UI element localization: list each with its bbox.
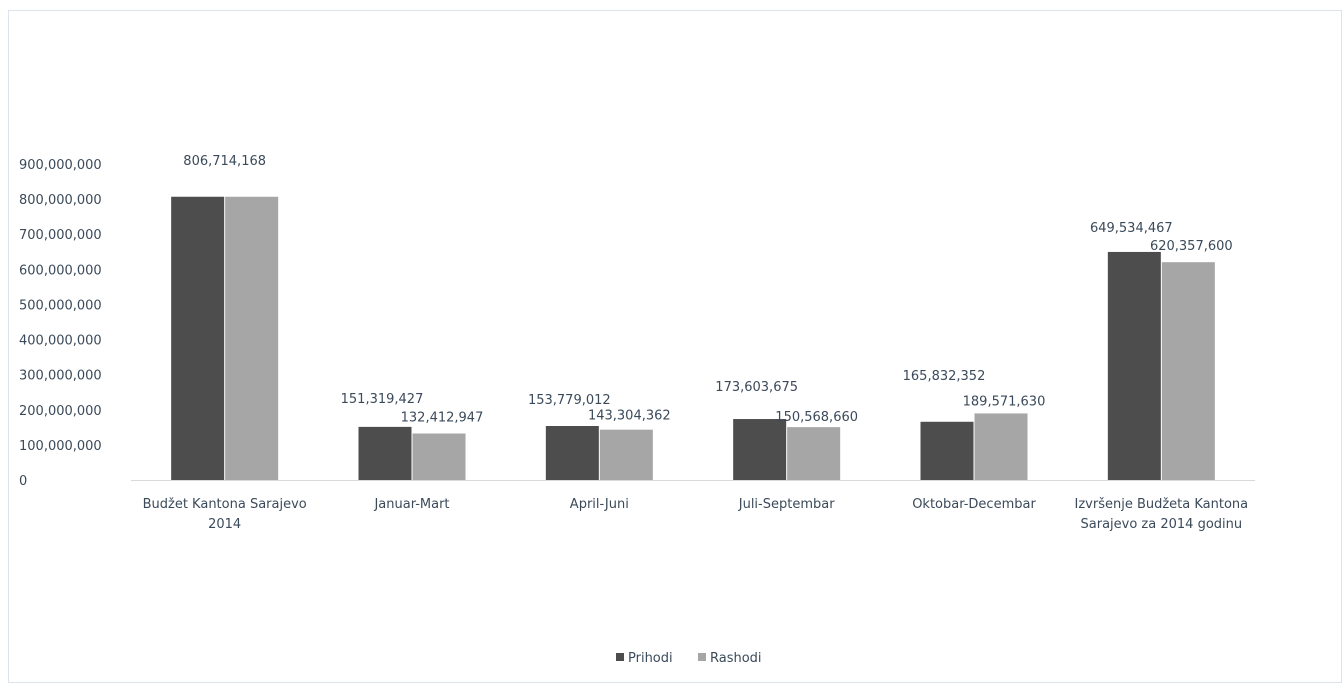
legend-swatch-rashodi [698,653,706,661]
data-label: 165,832,352 [903,369,986,384]
y-tick-label: 0 [19,474,27,489]
bar-rashodi[interactable] [412,433,466,480]
x-tick-label: Januar-Mart [373,497,449,512]
x-tick-label: Juli-Septembar [738,497,835,512]
bar-prihodi[interactable] [733,419,787,480]
bar-chart: 0 100,000,000 200,000,000 300,000,000 400,00… [19,154,1255,666]
bar-rashodi[interactable] [599,429,653,480]
x-tick-label: Izvršenje Budžeta Kantona [1075,497,1249,512]
data-label: 150,568,660 [775,410,858,425]
data-label: 132,412,947 [401,411,484,426]
y-tick-label: 700,000,000 [19,228,102,243]
bar-prihodi[interactable] [171,196,225,480]
data-label: 143,304,362 [588,409,671,424]
data-label: 806,714,168 [183,154,266,169]
data-label: 151,319,427 [341,392,424,407]
y-tick-label: 300,000,000 [19,369,102,384]
data-label: 173,603,675 [715,380,798,395]
data-labels: 806,714,168 151,319,427 153,779,012 173,603… [183,154,1232,426]
y-tick-label: 800,000,000 [19,193,102,208]
x-tick-label: Budžet Kantona Sarajevo [143,497,307,512]
data-label: 620,357,600 [1150,239,1233,254]
data-label: 189,571,630 [963,394,1046,409]
bar-rashodi[interactable] [974,413,1028,480]
x-tick-label: 2014 [208,517,241,532]
legend-label-rashodi[interactable]: Rashodi [710,651,762,666]
chart-frame: 0 100,000,000 200,000,000 300,000,000 400,00… [8,10,1342,683]
bar-prihodi[interactable] [920,421,974,480]
legend-swatch-prihodi [616,653,624,661]
data-label: 153,779,012 [528,393,611,408]
bar-rashodi[interactable] [787,427,841,480]
legend[interactable]: Prihodi Rashodi [616,651,762,666]
x-tick-label: April-Juni [570,497,629,512]
legend-label-prihodi[interactable]: Prihodi [628,651,673,666]
data-label: 649,534,467 [1090,221,1173,236]
bars [171,196,1215,480]
y-tick-label: 600,000,000 [19,263,102,278]
y-tick-label: 900,000,000 [19,158,102,173]
bar-prihodi[interactable] [545,426,599,480]
y-tick-label: 400,000,000 [19,334,102,349]
y-tick-label: 200,000,000 [19,404,102,419]
x-tick-label: Oktobar-Decembar [912,497,1036,512]
y-tick-label: 100,000,000 [19,439,102,454]
x-axis: Budžet Kantona Sarajevo 2014 Januar-Mart Ap… [131,480,1255,532]
bar-prihodi[interactable] [358,426,412,480]
bar-rashodi[interactable] [225,196,279,480]
y-tick-label: 500,000,000 [19,298,102,313]
bar-prihodi[interactable] [1107,251,1161,480]
y-axis: 0 100,000,000 200,000,000 300,000,000 400,00… [19,158,102,489]
bar-rashodi[interactable] [1161,262,1215,480]
x-tick-label: Sarajevo za 2014 godinu [1081,517,1243,532]
